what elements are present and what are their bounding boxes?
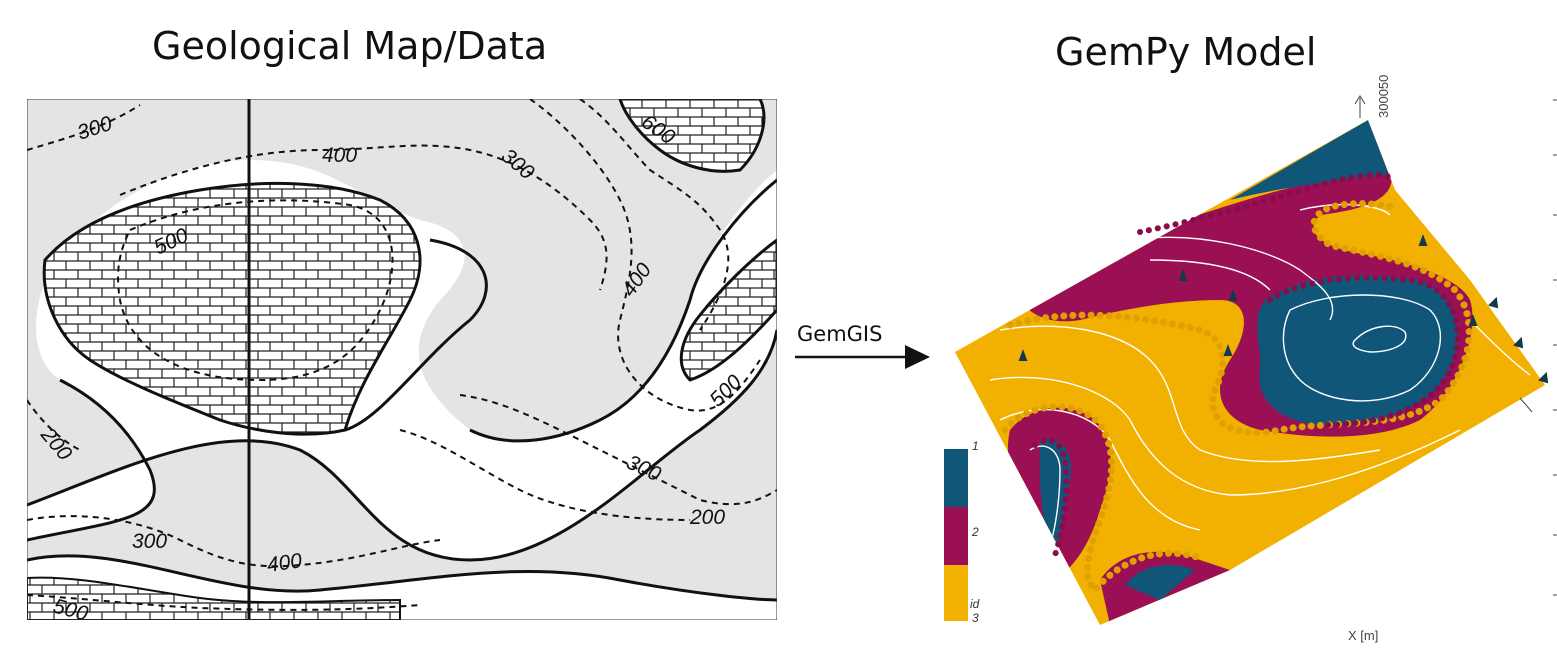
colorbar: 1 2 id 3 bbox=[944, 439, 980, 625]
geological-map: 300 400 300 600 500 400 500 200 300 200 … bbox=[27, 99, 777, 620]
colorbar-swatch-1 bbox=[944, 449, 968, 507]
colorbar-label: id bbox=[970, 597, 980, 611]
x-axis-label: X [m] bbox=[1348, 628, 1378, 643]
interface-points-magenta bbox=[1032, 171, 1461, 558]
contour-label: 400 bbox=[265, 549, 303, 577]
gempy-model-title: GemPy Model bbox=[1055, 30, 1317, 74]
interface-points-yellow bbox=[1006, 200, 1473, 437]
limestone-body-right bbox=[679, 238, 777, 382]
colorbar-label: 1 bbox=[972, 439, 979, 453]
topographic-contours bbox=[27, 99, 777, 611]
colorbar-label: 3 bbox=[972, 611, 979, 625]
limestone-body-center bbox=[42, 181, 422, 436]
geologic-contacts bbox=[27, 178, 777, 602]
right-axis-ticks bbox=[1553, 99, 1557, 596]
y-axis-tick: 300050 bbox=[1376, 75, 1391, 118]
model-contours bbox=[989, 203, 1531, 546]
colorbar-swatch-2 bbox=[944, 507, 968, 565]
orientation-arrows bbox=[1018, 234, 1549, 384]
model-unit-blue-left bbox=[1039, 439, 1071, 555]
interface-points-yellow-2 bbox=[1001, 403, 1204, 596]
gempy-model: 300050 X [m] bbox=[955, 75, 1557, 643]
limestone-body-top-right bbox=[618, 99, 766, 173]
contour-label: 400 bbox=[322, 144, 357, 167]
model-unit-blue-bottom bbox=[1125, 565, 1195, 600]
model-unit-blue-center bbox=[1257, 275, 1458, 425]
contour-label: 300 bbox=[132, 530, 167, 553]
contour-label: 200 bbox=[689, 506, 725, 529]
gemgis-arrow bbox=[795, 345, 930, 369]
model-unit-blue-top bbox=[1230, 120, 1390, 200]
colorbar-swatch-3 bbox=[944, 565, 968, 621]
gemgis-arrow-label: GemGIS bbox=[797, 322, 883, 346]
geological-map-title: Geological Map/Data bbox=[152, 24, 548, 68]
colorbar-label: 2 bbox=[971, 525, 979, 539]
